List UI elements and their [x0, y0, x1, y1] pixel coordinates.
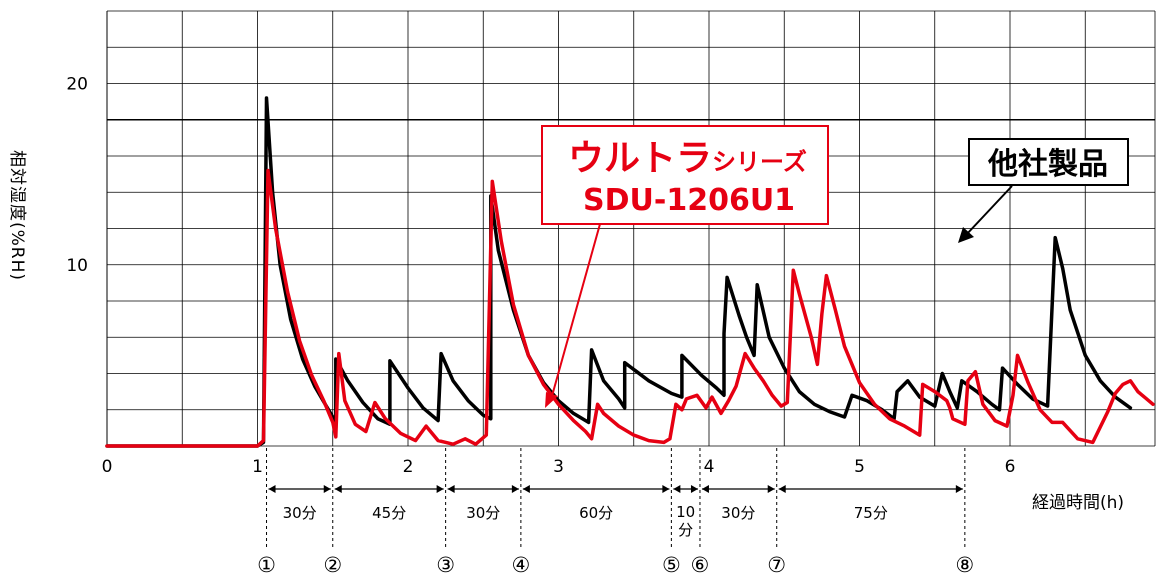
x-tick-label: 0: [102, 457, 113, 477]
marker-label: ⑧: [955, 553, 974, 576]
x-tick-label: 2: [403, 457, 414, 477]
interval-arrowhead-right: [662, 485, 670, 493]
ultra-series-callout: ウルトラシリーズ SDU-1206U1: [541, 125, 829, 408]
marker-label: ①: [257, 553, 276, 576]
chart-grid: [106, 10, 1156, 447]
interval-label: 45分: [372, 504, 406, 522]
interval-label: 10: [676, 503, 695, 521]
interval-arrowhead-right: [767, 485, 775, 493]
svg-text:ウルトラシリーズ: ウルトラシリーズ: [568, 138, 807, 179]
y-tick-labels: 10 20: [66, 75, 88, 276]
interval-arrowhead-left: [334, 485, 342, 493]
series-competitor-line: [105, 96, 1133, 448]
series-ultra-line: [105, 168, 1155, 448]
interval-arrowhead-right: [436, 485, 444, 493]
marker-label: ⑦: [767, 553, 786, 576]
interval-arrowhead-left: [447, 485, 455, 493]
x-tick-label: 5: [854, 457, 865, 477]
interval-arrowhead-left: [701, 485, 709, 493]
x-tick-label: 6: [1005, 457, 1016, 477]
ultra-label-small: シリーズ: [712, 148, 807, 176]
interval-arrowhead-left: [522, 485, 530, 493]
x-tick-labels: 01234567: [102, 457, 1156, 477]
competitor-label: 他社製品: [987, 147, 1108, 182]
y-tick-label: 10: [66, 256, 88, 276]
interval-arrowhead-left: [673, 485, 681, 493]
marker-label: ⑤: [662, 553, 681, 576]
ultra-label-big: ウルトラ: [568, 138, 712, 179]
x-tick-label: 1: [252, 457, 263, 477]
y-tick-label: 20: [66, 75, 88, 95]
interval-arrowhead-right: [323, 485, 331, 493]
interval-label: 60分: [579, 504, 613, 522]
interval-arrowhead-right: [955, 485, 963, 493]
competitor-callout: 他社製品: [958, 138, 1129, 243]
x-tick-label: 3: [553, 457, 564, 477]
interval-arrowhead-right: [690, 485, 698, 493]
interval-label: 75分: [854, 504, 888, 522]
x-tick-label: 4: [704, 457, 715, 477]
interval-label: 分: [678, 521, 693, 539]
interval-arrowhead-right: [511, 485, 519, 493]
ultra-model-label: SDU-1206U1: [583, 183, 795, 218]
marker-label: ③: [436, 553, 455, 576]
marker-label: ⑥: [691, 553, 710, 576]
interval-arrowhead-left: [268, 485, 276, 493]
x-axis-label: 経過時間(h): [1032, 493, 1124, 513]
marker-label: ④: [511, 553, 530, 576]
interval-annotations: 30分 45分 30分 60分 10分 30分 75分: [268, 485, 963, 539]
y-axis-label: 相対湿度(%RH): [7, 150, 27, 281]
marker-label: ②: [323, 553, 342, 576]
interval-label: 30分: [721, 504, 755, 522]
interval-label: 30分: [466, 504, 500, 522]
interval-label: 30分: [283, 504, 317, 522]
interval-arrowhead-left: [778, 485, 786, 493]
chart-series: [105, 96, 1155, 448]
